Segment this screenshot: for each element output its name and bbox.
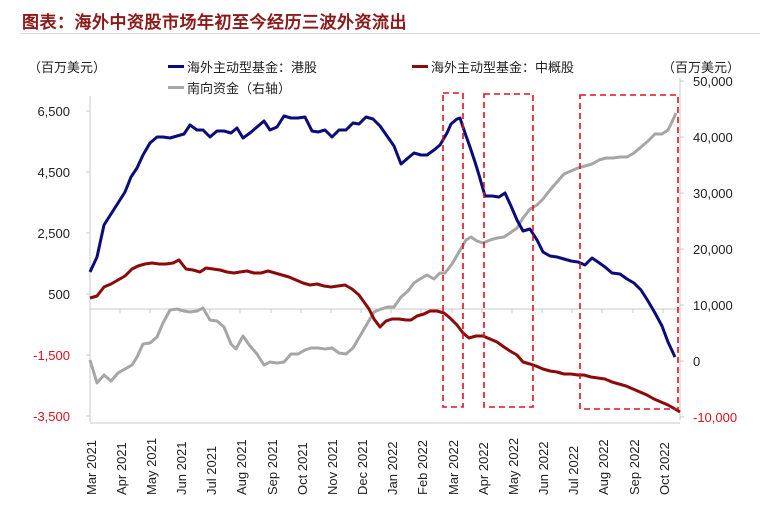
x-tick-label: Mar 2021	[84, 440, 99, 495]
left-tick-label: 6,500	[37, 104, 70, 119]
x-tick-label: Feb 2022	[415, 440, 430, 495]
right-tick-label: 10,000	[693, 298, 733, 313]
right-tick-label: 50,000	[693, 74, 733, 89]
right-axis-unit: （百万美元）	[662, 61, 741, 76]
chart-title: 图表：海外中资股市场年初至今经历三波外资流出	[22, 13, 407, 33]
x-tick-label: Jul 2022	[566, 446, 581, 495]
x-axis-labels: Mar 2021 Apr 2021 May 2021 Jun 2021 Jul …	[84, 438, 672, 495]
x-tick-label: Dec 2021	[355, 439, 370, 495]
x-tick-label: Aug 2021	[234, 439, 249, 495]
x-tick-label: Sep 2021	[265, 439, 280, 495]
legend-swatch	[168, 86, 184, 89]
right-tick-label: 20,000	[693, 242, 733, 257]
x-tick-label: Jun 2022	[536, 442, 551, 496]
x-tick-label: Jan 2022	[385, 442, 400, 496]
outflow-wave-3-box	[579, 94, 679, 410]
left-tick-label: 4,500	[37, 165, 70, 180]
right-tick-label: 40,000	[693, 130, 733, 145]
legend-item-adr-funds: 海外主动型基金：中概股	[412, 57, 574, 76]
series-southbound-line	[88, 112, 678, 385]
legend-label: 海外主动型基金：港股	[187, 61, 318, 76]
left-axis-unit: （百万美元）	[28, 61, 107, 76]
x-axis-ticks	[119, 309, 664, 313]
legend-swatch	[412, 65, 428, 68]
x-tick-label: Oct 2022	[657, 442, 672, 495]
title-divider	[20, 33, 760, 34]
right-tick-label: -10,000	[693, 410, 737, 425]
x-tick-label: Jul 2021	[204, 446, 219, 495]
x-tick-label: May 2021	[144, 438, 159, 495]
legend-label: 海外主动型基金：中概股	[431, 61, 575, 76]
series-hk-funds-line	[88, 114, 677, 358]
left-axis-ticks: 6,500 4,500 2,500 500 -1,500 -3,500	[33, 104, 90, 424]
x-tick-label: Nov 2021	[325, 439, 340, 495]
left-tick-label: 2,500	[37, 226, 70, 241]
outflow-wave-1-box	[442, 92, 464, 408]
left-tick-label: -3,500	[33, 409, 70, 424]
x-tick-label: Apr 2021	[114, 442, 129, 495]
right-axis-ticks: 50,000 40,000 30,000 20,000 10,000 0 -10…	[680, 74, 737, 425]
outflow-wave-2-box	[483, 93, 534, 408]
x-tick-label: Apr 2022	[476, 442, 491, 495]
x-tick-label: May 2022	[506, 438, 521, 495]
series-adr-funds-line	[89, 258, 681, 414]
x-tick-label: Aug 2022	[596, 439, 611, 495]
x-tick-label: Jun 2021	[174, 442, 189, 496]
right-tick-label: 0	[693, 354, 700, 369]
x-tick-label: Oct 2021	[295, 442, 310, 495]
legend-item-hk-funds: 海外主动型基金：港股	[168, 57, 317, 76]
right-tick-label: 30,000	[693, 186, 733, 201]
legend-item-southbound: 南向资金（右轴）	[168, 78, 291, 97]
left-tick-label: 500	[48, 287, 70, 302]
legend-swatch	[168, 65, 184, 68]
x-tick-label: Mar 2022	[446, 440, 461, 495]
left-tick-label: -1,500	[33, 348, 70, 363]
x-tick-label: Sep 2022	[627, 439, 642, 495]
legend-label: 南向资金（右轴）	[187, 82, 292, 97]
